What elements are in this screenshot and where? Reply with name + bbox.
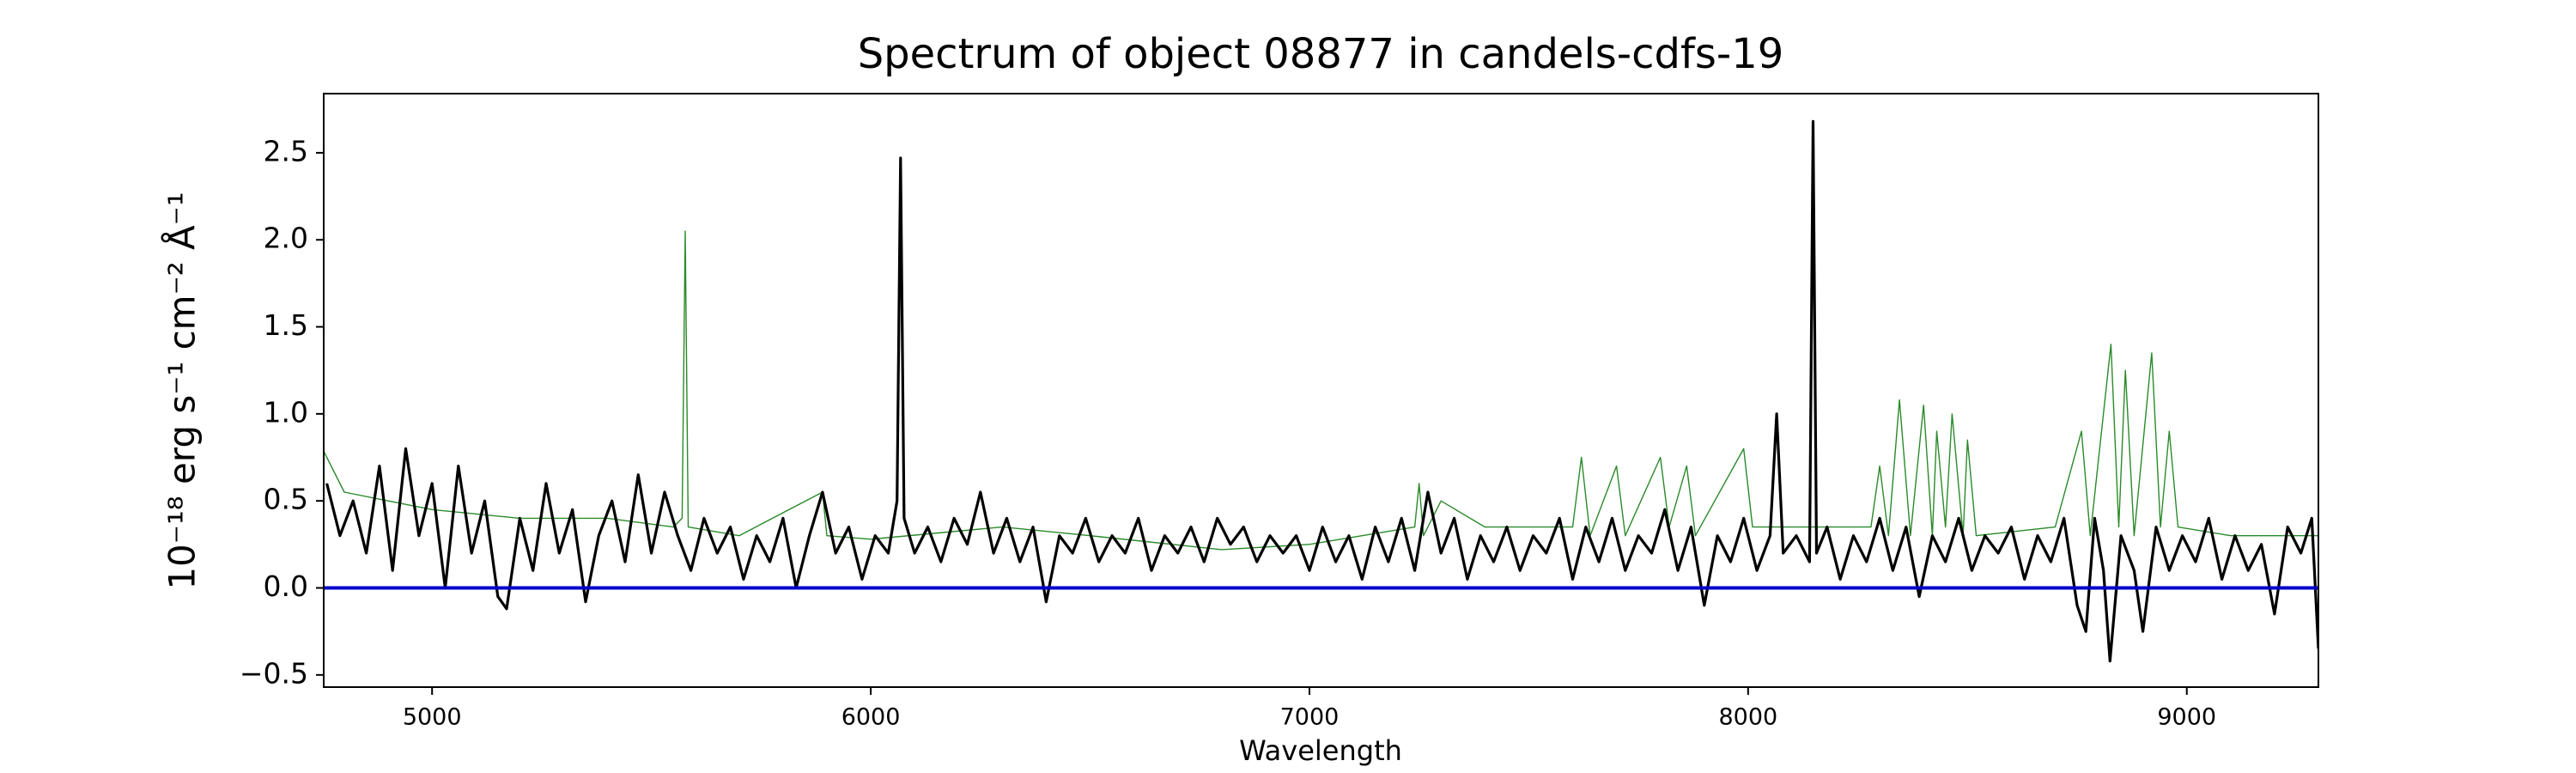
x-axis-label: Wavelength — [1239, 734, 1402, 767]
x-tick-label: 8000 — [1718, 704, 1777, 731]
y-axis-label: 10⁻¹⁸ erg s⁻¹ cm⁻² Å⁻¹ — [161, 192, 204, 589]
spectrum-line — [324, 230, 2318, 551]
y-tick-label: 0.5 — [264, 483, 308, 516]
x-tick-label: 9000 — [2157, 704, 2216, 731]
spectrum-line — [325, 119, 2318, 663]
plot-frame — [323, 93, 2319, 688]
y-tick-label: 1.5 — [264, 308, 308, 342]
x-tick-label: 5000 — [403, 704, 462, 731]
y-tick-label: 2.0 — [264, 222, 308, 255]
y-tick-label: −0.5 — [240, 656, 308, 690]
x-tick-label: 7000 — [1280, 704, 1340, 731]
y-tick-label: 1.0 — [264, 395, 308, 429]
x-tick-label: 6000 — [841, 704, 901, 731]
y-tick-label: 0.0 — [264, 569, 308, 603]
y-tick-label: 2.5 — [264, 134, 308, 167]
chart-title: Spectrum of object 08877 in candels-cdfs… — [858, 30, 1784, 78]
